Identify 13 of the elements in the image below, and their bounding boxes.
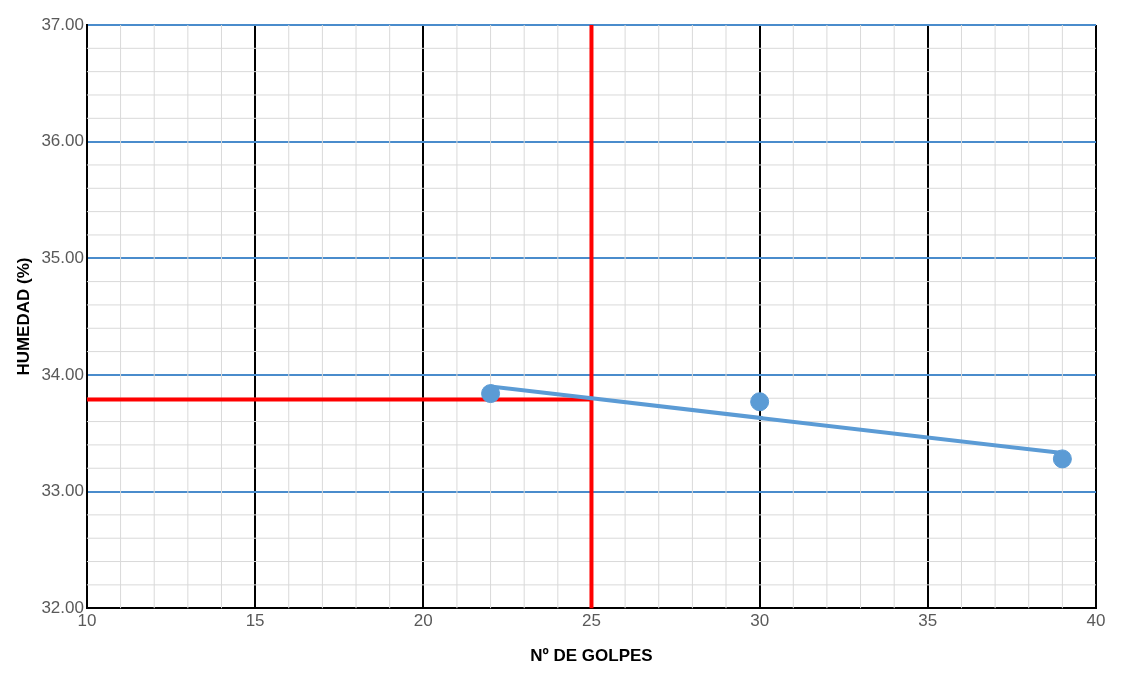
y-tick-label: 35.00 xyxy=(41,247,84,267)
y-tick-label: 36.00 xyxy=(41,131,84,151)
x-axis-title: Nº DE GOLPES xyxy=(530,646,653,666)
x-tick-label: 25 xyxy=(582,611,601,631)
x-tick-label: 30 xyxy=(750,611,770,631)
x-tick-label: 40 xyxy=(1086,611,1106,631)
x-tick-label: 35 xyxy=(918,611,938,631)
x-tick-label: 20 xyxy=(413,611,433,631)
y-tick-label: 34.00 xyxy=(41,364,84,384)
y-tick-label: 37.00 xyxy=(41,14,84,34)
x-tick-label: 15 xyxy=(245,611,265,631)
y-axis-title: HUMEDAD (%) xyxy=(13,257,33,376)
y-tick-label: 33.00 xyxy=(41,481,84,501)
